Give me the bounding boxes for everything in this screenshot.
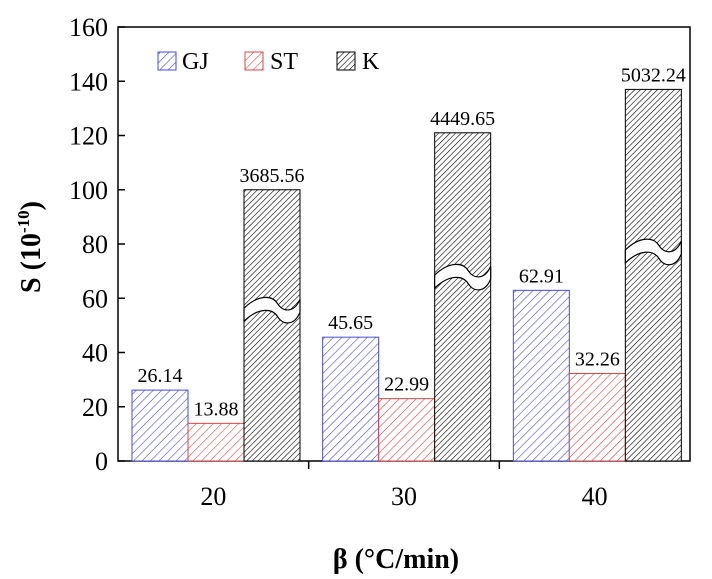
axis-break-mark [624, 238, 682, 266]
bar-st-40 [568, 372, 626, 462]
y-axis-title-close: ) [16, 201, 47, 210]
bar-label-k-30: 4449.65 [430, 108, 495, 130]
legend-swatch-k [336, 51, 356, 71]
bar-gj-30 [322, 336, 380, 462]
y-axis-ticks: 0 20 40 60 80 100 120 140 160 [69, 13, 125, 476]
y-axis-title: S (10-10) [14, 201, 47, 293]
bar-gj-40 [512, 289, 570, 462]
legend-swatch-st [244, 51, 264, 71]
bar-st-20 [187, 422, 245, 462]
axis-break-mark [434, 263, 492, 291]
bar-st-30 [378, 398, 436, 462]
bar-gj-20 [131, 389, 189, 462]
y-tick-label: 120 [69, 122, 108, 151]
axis-break-mark [243, 296, 301, 324]
x-axis-ticks: 20 30 40 [200, 461, 608, 511]
y-tick-label: 0 [95, 447, 108, 476]
bar-label-gj-20: 26.14 [138, 365, 183, 387]
legend-label-st: ST [270, 49, 298, 75]
bar-label-k-20: 3685.56 [240, 165, 305, 187]
legend-swatch-gj [157, 51, 177, 71]
bar-label-st-30: 22.99 [384, 374, 429, 396]
y-tick-label: 40 [82, 339, 108, 368]
y-tick-label: 20 [82, 393, 108, 422]
y-tick-label: 80 [82, 230, 108, 259]
bar-k-40 [624, 88, 682, 462]
legend: GJ ST K [157, 49, 380, 75]
x-tick-label: 20 [200, 482, 226, 511]
y-tick-label: 160 [69, 13, 108, 42]
bar-label-k-40: 5032.24 [621, 64, 686, 86]
x-axis-title: β (°C/min) [333, 544, 459, 575]
bar-label-gj-40: 62.91 [519, 265, 564, 287]
x-tick-label: 30 [391, 482, 417, 511]
bars [131, 88, 682, 462]
legend-label-gj: GJ [182, 49, 209, 75]
bar-label-gj-30: 45.65 [328, 312, 373, 334]
y-axis-title-base: S (10 [16, 233, 47, 293]
bar-k-20 [243, 189, 301, 462]
bar-k-30 [434, 132, 492, 462]
y-tick-label: 100 [69, 176, 108, 205]
bar-label-st-20: 13.88 [194, 398, 239, 420]
y-tick-label: 60 [82, 284, 108, 313]
y-tick-label: 140 [69, 67, 108, 96]
legend-label-k: K [362, 49, 380, 75]
x-tick-label: 40 [582, 482, 608, 511]
bar-label-st-40: 32.26 [575, 348, 620, 370]
y-axis-title-exponent: -10 [14, 210, 33, 233]
bar-value-labels: 26.14 13.88 3685.56 45.65 22.99 4449.65 62.91 3… [138, 64, 686, 420]
